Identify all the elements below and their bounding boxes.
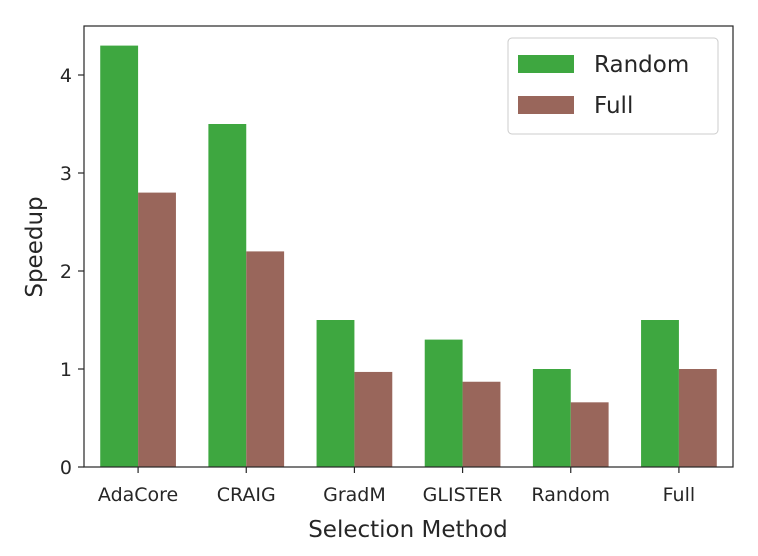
bar-random-adacore	[100, 45, 139, 467]
y-tick-label: 1	[60, 359, 72, 381]
bar-random-full	[641, 320, 679, 467]
bar-full-random	[570, 402, 609, 467]
x-tick-label: AdaCore	[98, 484, 178, 506]
y-axis: 0 1 2 3 4	[60, 65, 84, 479]
y-tick-label: 2	[60, 261, 72, 283]
plot-area-frame	[83, 25, 734, 468]
x-axis-label: Selection Method	[308, 517, 508, 543]
legend-swatch-random	[518, 55, 574, 73]
bar-full-glister	[462, 381, 501, 467]
bar-full-craig	[246, 251, 285, 467]
bar-random-random	[532, 369, 571, 467]
legend: Random Full	[507, 37, 719, 135]
x-tick-label: Random	[531, 484, 610, 506]
x-tick-label: Full	[663, 484, 696, 506]
x-tick-label: GradM	[323, 484, 386, 506]
bar-random-craig	[208, 124, 247, 467]
bars-group	[100, 45, 717, 467]
y-tick-label: 3	[60, 163, 72, 185]
bar-full-gradm	[354, 371, 393, 467]
x-tick-label: GLISTER	[423, 484, 503, 506]
y-tick-label: 4	[60, 65, 72, 87]
bar-full-full	[678, 369, 717, 467]
legend-label-random: Random	[594, 52, 689, 78]
bar-random-glister	[424, 339, 463, 467]
legend-label-full: Full	[594, 93, 633, 119]
y-axis-label: Speedup	[22, 196, 48, 297]
x-axis: AdaCore CRAIG GradM GLISTER Random Full	[98, 467, 695, 506]
y-tick-label: 0	[60, 457, 72, 479]
x-tick-label: CRAIG	[217, 484, 276, 506]
bar-full-adacore	[138, 192, 176, 467]
bar-random-gradm	[316, 320, 355, 467]
legend-swatch-full	[518, 96, 574, 114]
